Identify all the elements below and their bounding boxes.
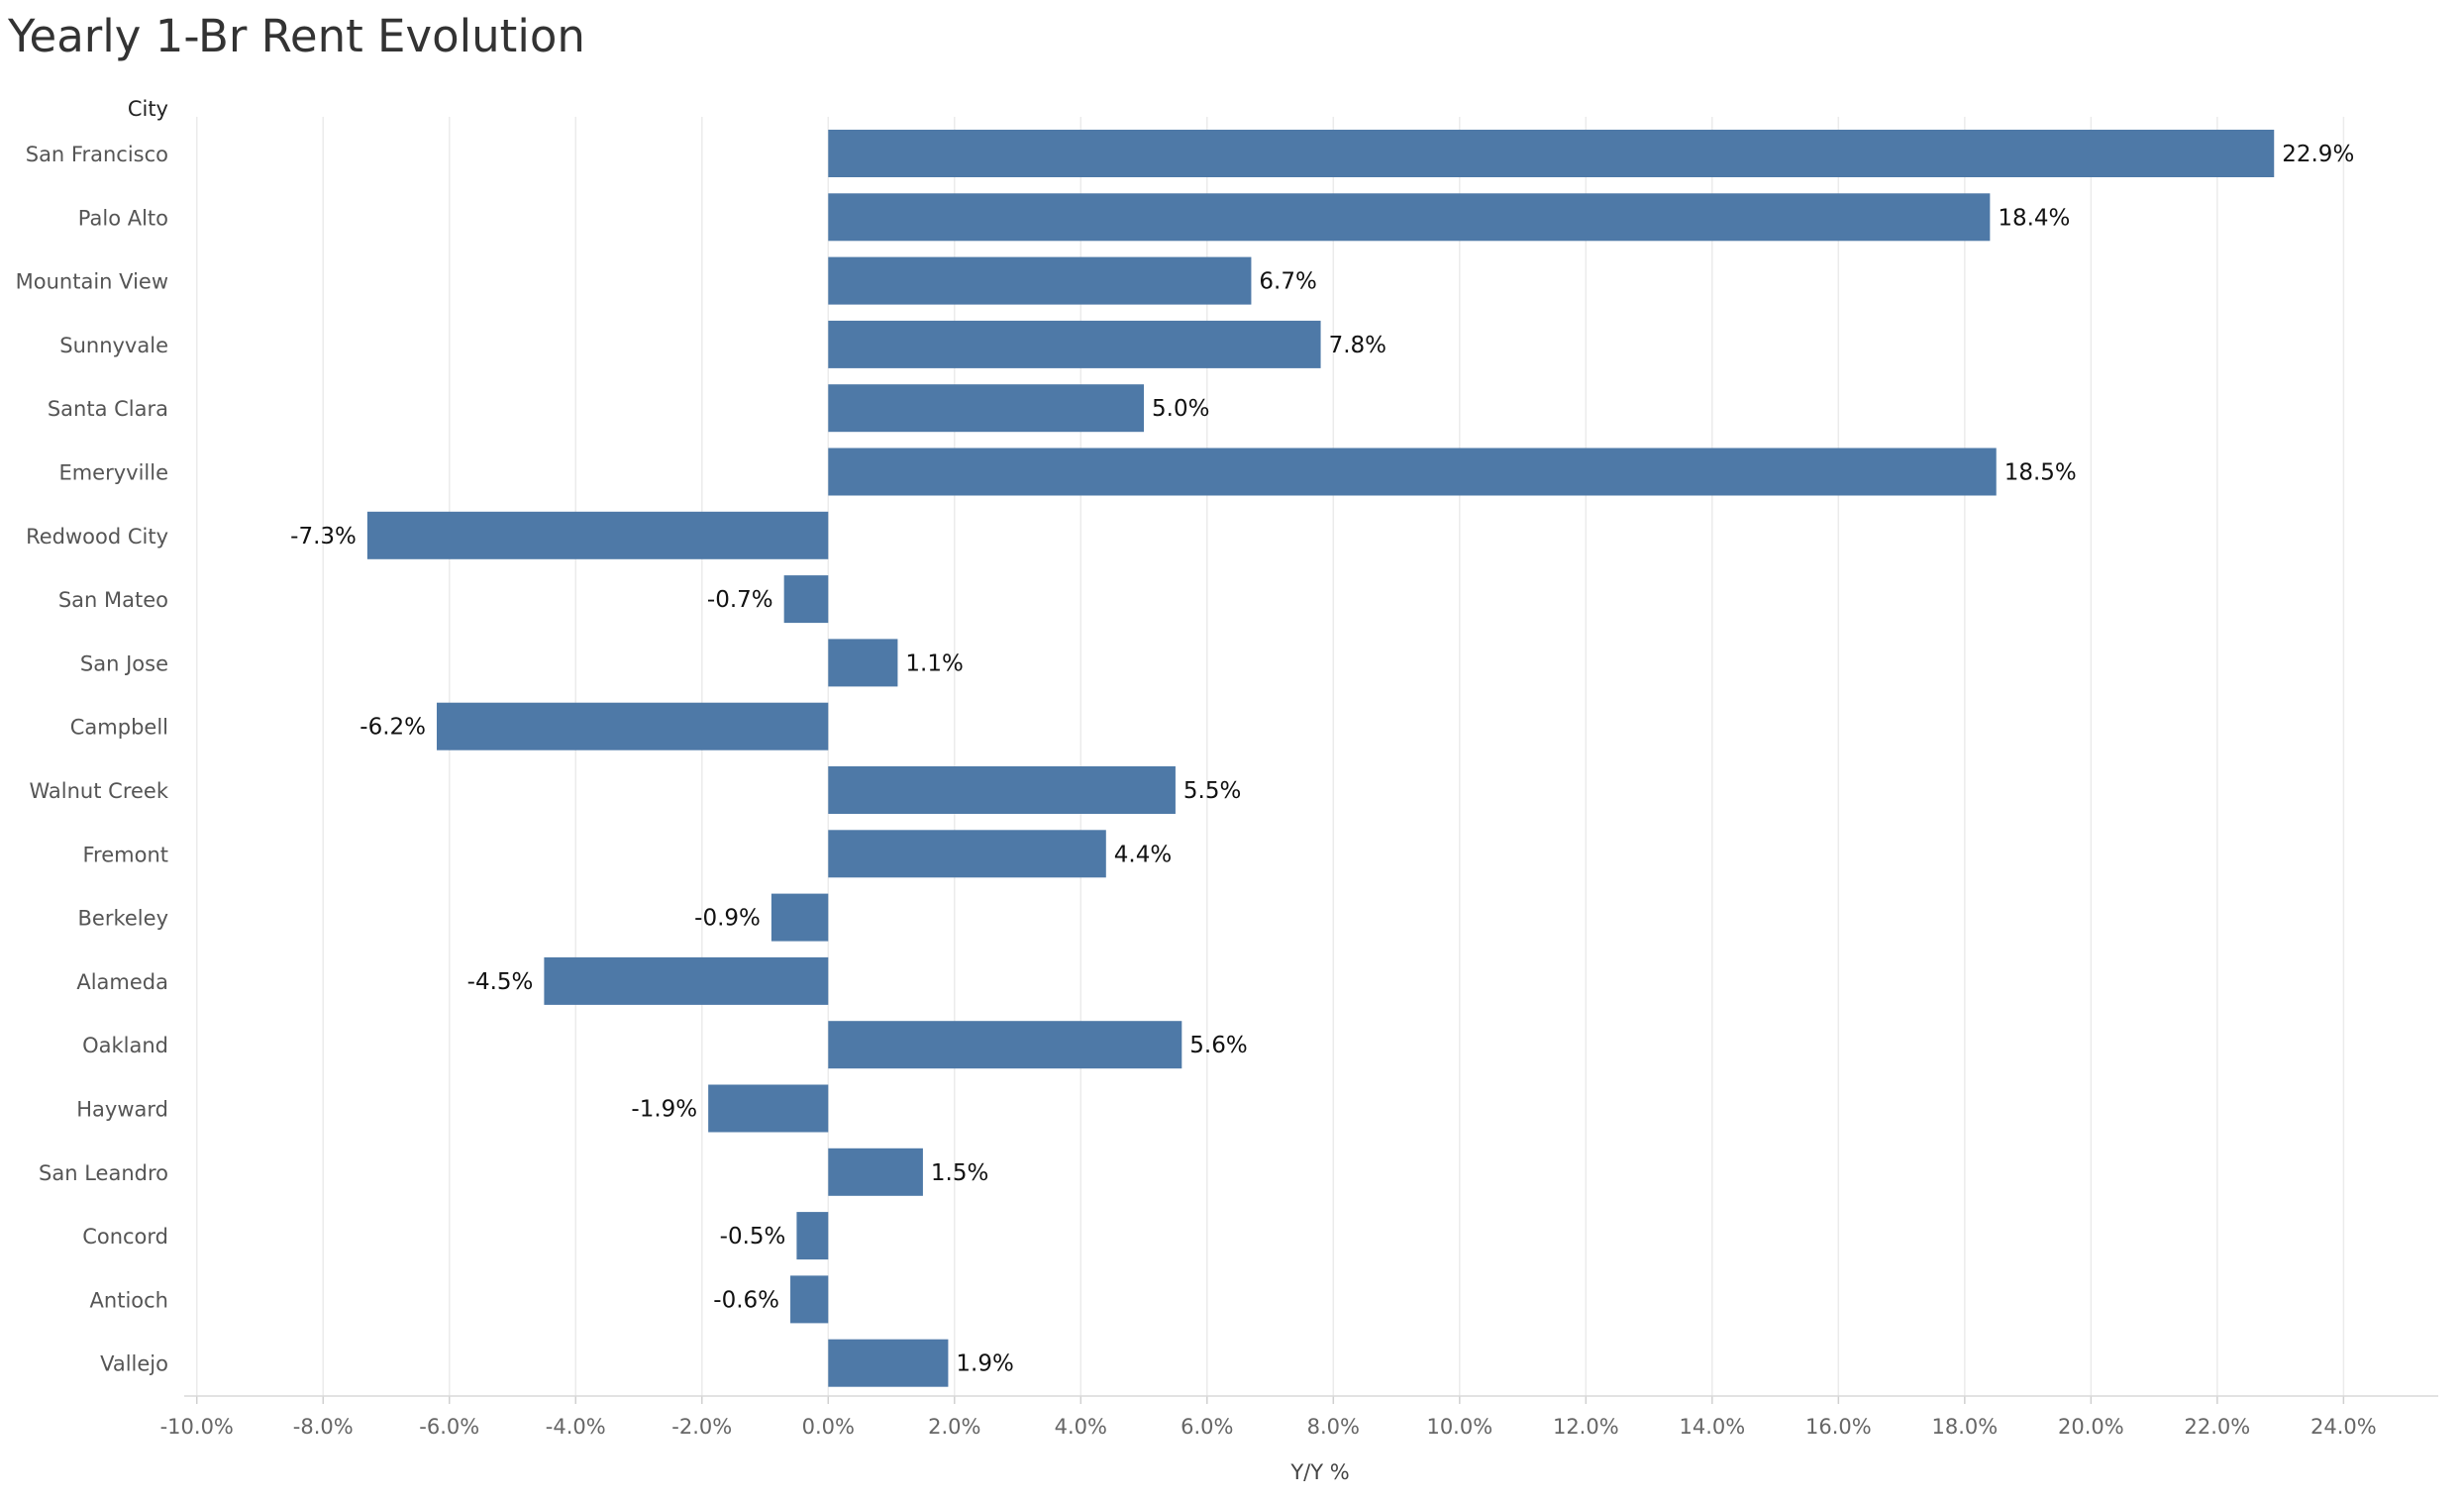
x-tick-label: 0.0% (802, 1415, 855, 1439)
x-tick-label: 18.0% (1931, 1415, 1998, 1439)
x-tick-label: 16.0% (1805, 1415, 1872, 1439)
data-label: -1.9% (631, 1097, 697, 1123)
data-label: 4.4% (1114, 842, 1172, 867)
x-tick-label: -2.0% (671, 1415, 732, 1439)
x-tick-label: 14.0% (1679, 1415, 1745, 1439)
x-tick-label: 6.0% (1181, 1415, 1233, 1439)
bar[interactable] (708, 1084, 829, 1133)
category-label: Antioch (90, 1288, 168, 1312)
data-label: -0.9% (694, 906, 761, 932)
bar[interactable] (828, 256, 1252, 305)
data-labels: 22.9% 18.4% 6.7% 7.8% 5.0% 18.5% -7.3% -0.7% 1.1… (290, 142, 2354, 1377)
bar[interactable] (828, 830, 1106, 878)
x-tick-label: -10.0% (160, 1415, 234, 1439)
data-label: -0.5% (720, 1224, 786, 1249)
data-label: 5.6% (1189, 1033, 1247, 1058)
category-label: Berkeley (78, 907, 168, 931)
bar[interactable] (828, 193, 1991, 242)
bar[interactable] (828, 384, 1145, 433)
data-label: -7.3% (290, 524, 357, 550)
bar[interactable] (828, 130, 2275, 177)
x-tick-label: 20.0% (2058, 1415, 2124, 1439)
category-label: Vallejo (100, 1352, 168, 1376)
data-label: 7.8% (1329, 333, 1386, 358)
bar[interactable] (828, 448, 1997, 496)
category-label: Concord (82, 1225, 168, 1249)
x-tick-label: -4.0% (546, 1415, 606, 1439)
category-label: San Mateo (58, 588, 168, 612)
category-label: Fremont (83, 843, 169, 866)
bar[interactable] (366, 511, 829, 559)
bar[interactable] (828, 639, 898, 687)
bar[interactable] (544, 956, 829, 1005)
category-label: Campbell (70, 716, 168, 740)
category-label: Santa Clara (48, 397, 168, 421)
category-label: Emeryville (58, 461, 168, 485)
data-label: -0.7% (707, 587, 773, 613)
data-label: 5.5% (1183, 778, 1241, 804)
x-tick-label: 10.0% (1426, 1415, 1492, 1439)
bar[interactable] (828, 1339, 949, 1387)
category-label: San Francisco (26, 143, 168, 166)
category-label: Mountain View (16, 270, 168, 294)
x-tick-label: -8.0% (293, 1415, 354, 1439)
bar[interactable] (828, 1148, 923, 1196)
data-label: 1.1% (905, 650, 963, 676)
x-tick-label: 2.0% (928, 1415, 980, 1439)
category-label: Redwood City (26, 525, 168, 549)
data-label: -6.2% (359, 715, 426, 741)
category-label: Palo Alto (78, 206, 168, 230)
category-label: Walnut Creek (30, 779, 169, 803)
bar[interactable] (437, 702, 829, 750)
x-tick-label: 4.0% (1055, 1415, 1107, 1439)
grid-lines (196, 117, 2345, 1396)
x-tick-label: 12.0% (1553, 1415, 1619, 1439)
data-label: -4.5% (467, 969, 534, 995)
bar[interactable] (796, 1212, 829, 1260)
category-labels: San Francisco Palo Alto Mountain View Sunny… (16, 143, 169, 1376)
data-label: 6.7% (1259, 269, 1316, 295)
bar[interactable] (770, 893, 829, 942)
category-label: Alameda (76, 970, 168, 994)
chart-title: Yearly 1-Br Rent Evolution (8, 10, 585, 62)
data-label: 18.4% (1998, 205, 2070, 231)
bars (366, 130, 2275, 1387)
category-label: Hayward (76, 1098, 168, 1122)
category-label: San Jose (80, 651, 168, 675)
data-label: 5.0% (1152, 396, 1209, 422)
x-axis-title: Y/Y % (1289, 1460, 1349, 1484)
bar[interactable] (783, 575, 829, 624)
data-label: 1.5% (931, 1160, 988, 1186)
data-label: 22.9% (2282, 142, 2354, 167)
row-header: City (128, 97, 168, 121)
x-tick-label: -6.0% (419, 1415, 479, 1439)
x-tick-label: 8.0% (1307, 1415, 1360, 1439)
bar[interactable] (828, 320, 1321, 368)
bar[interactable] (828, 1021, 1182, 1069)
data-label: -0.6% (713, 1287, 779, 1313)
category-label: Oakland (82, 1034, 168, 1057)
x-tick-labels: -10.0% -8.0% -6.0% -4.0% -2.0% 0.0% 2.0% 4.0% 6.… (160, 1396, 2377, 1439)
category-label: San Leandro (39, 1161, 168, 1185)
data-label: 18.5% (2004, 460, 2077, 486)
x-tick-label: 24.0% (2310, 1415, 2377, 1439)
category-label: Sunnyvale (59, 334, 168, 357)
bar[interactable] (828, 766, 1176, 814)
x-tick-label: 22.0% (2185, 1415, 2251, 1439)
bar[interactable] (790, 1275, 829, 1324)
data-label: 1.9% (956, 1351, 1013, 1377)
